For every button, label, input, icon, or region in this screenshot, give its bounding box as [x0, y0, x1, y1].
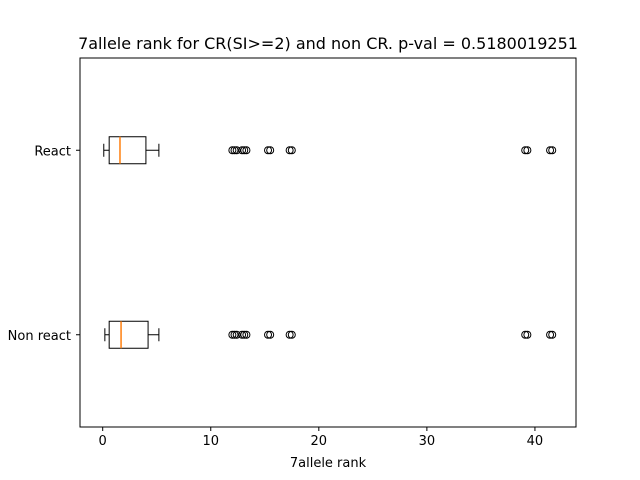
outlier-point	[238, 146, 247, 155]
y-tick-label: React	[34, 144, 71, 159]
outlier-point	[266, 146, 275, 155]
iqr-box	[108, 320, 149, 349]
outlier-point	[521, 330, 530, 339]
outlier-point	[523, 146, 532, 155]
box-group-react	[103, 136, 557, 165]
x-tick-label: 0	[99, 434, 107, 449]
outlier-point	[232, 330, 241, 339]
axes-frame	[79, 57, 577, 428]
outlier-point	[242, 146, 251, 155]
outlier-point	[521, 146, 530, 155]
outlier-point	[232, 146, 241, 155]
outlier-point	[287, 330, 296, 339]
x-axis: 0 10 20 30 40	[99, 427, 544, 449]
y-tick-label: Non react	[8, 329, 71, 344]
outlier-point	[228, 330, 237, 339]
outlier-point	[548, 146, 557, 155]
outlier-point	[285, 146, 294, 155]
x-axis-label: 7allele rank	[290, 456, 367, 471]
outlier-point	[240, 146, 249, 155]
outlier-point	[230, 330, 239, 339]
outlier-point	[523, 330, 532, 339]
y-axis: Non react React	[8, 144, 80, 344]
x-tick-label: 40	[527, 434, 544, 449]
x-tick-label: 20	[311, 434, 328, 449]
outlier-point	[285, 330, 294, 339]
chart-title: 7allele rank for CR(SI>=2) and non CR. p…	[78, 34, 578, 53]
outlier-point	[264, 146, 273, 155]
outlier-point	[548, 330, 557, 339]
box-group-non-react	[104, 320, 557, 349]
outlier-point	[546, 330, 555, 339]
x-tick-label: 30	[419, 434, 436, 449]
outlier-point	[264, 330, 273, 339]
x-tick-label: 10	[202, 434, 219, 449]
outlier-point	[238, 330, 247, 339]
outlier-point	[230, 146, 239, 155]
iqr-box	[108, 136, 147, 165]
outlier-point	[546, 146, 555, 155]
outlier-point	[240, 330, 249, 339]
outlier-point	[266, 330, 275, 339]
plot-area	[103, 136, 557, 349]
outlier-point	[228, 146, 237, 155]
outlier-point	[287, 146, 296, 155]
outlier-point	[242, 330, 251, 339]
